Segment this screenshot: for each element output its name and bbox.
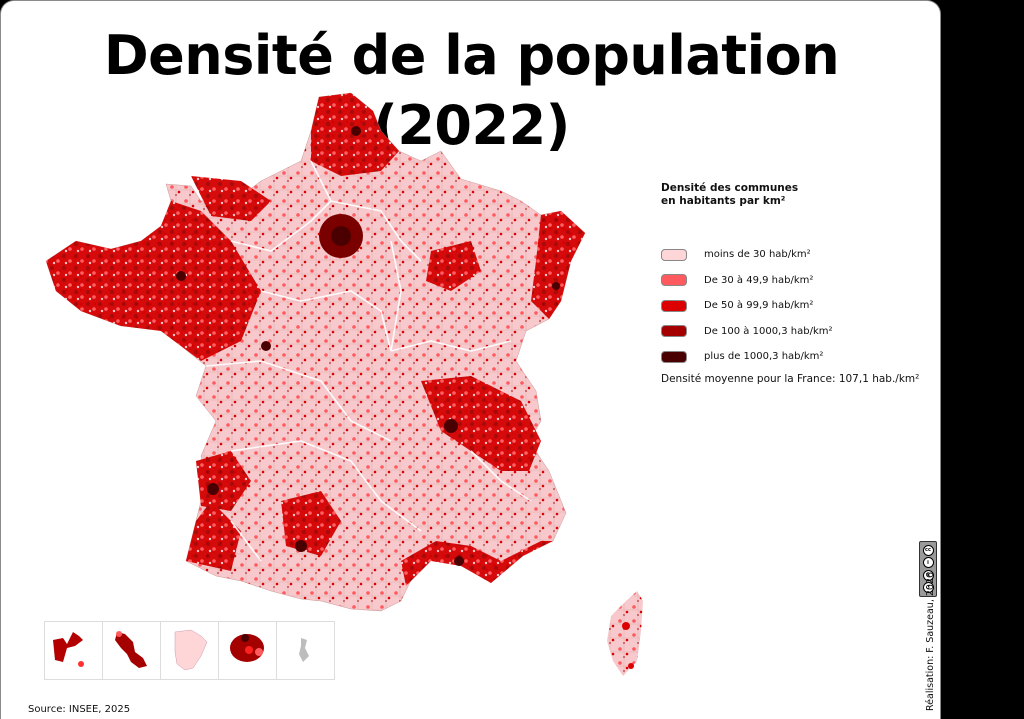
- map-title: Densité de la population (2022): [103, 24, 840, 157]
- legend-swatch: [661, 325, 687, 338]
- author-credit: Réalisation: F. Sauzeau, 2026: [925, 571, 936, 711]
- legend-title: Densité des communes en habitants par km…: [661, 182, 799, 207]
- legend-item: plus de 1000,3 hab/km²: [661, 344, 931, 370]
- inset-reunion: [218, 621, 277, 680]
- inset-guadeloupe: [44, 621, 103, 680]
- average-density: Densité moyenne pour la France: 107,1 ha…: [661, 373, 920, 385]
- overseas-insets: [44, 621, 335, 680]
- legend-swatch: [661, 274, 687, 287]
- legend-item: moins de 30 hab/km²: [661, 242, 931, 268]
- inset-guyane: [160, 621, 219, 680]
- legend: Densité des communes en habitants par km…: [661, 182, 931, 370]
- cc-icon: cc: [922, 544, 934, 556]
- inset-martinique: [102, 621, 161, 680]
- legend-swatch: [661, 248, 687, 261]
- legend-swatch: [661, 299, 687, 312]
- by-icon: i: [922, 557, 934, 569]
- legend-swatch: [661, 350, 687, 363]
- map-card: Densité de la population (2022): [0, 0, 941, 719]
- legend-item: De 30 à 49,9 hab/km²: [661, 268, 931, 294]
- dense-zones: [46, 93, 585, 586]
- cc-license-badge: cc i $ ↺: [919, 541, 937, 597]
- nc-icon: $: [922, 569, 934, 581]
- corsica-shape: [607, 591, 643, 676]
- legend-item: De 100 à 1000,3 hab/km²: [661, 319, 931, 345]
- sa-icon: ↺: [922, 582, 934, 594]
- inset-mayotte: [276, 621, 335, 680]
- france-density-map: [45, 92, 643, 676]
- legend-item: De 50 à 99,9 hab/km²: [661, 293, 931, 319]
- source-note: Source: INSEE, 2025: [28, 704, 131, 715]
